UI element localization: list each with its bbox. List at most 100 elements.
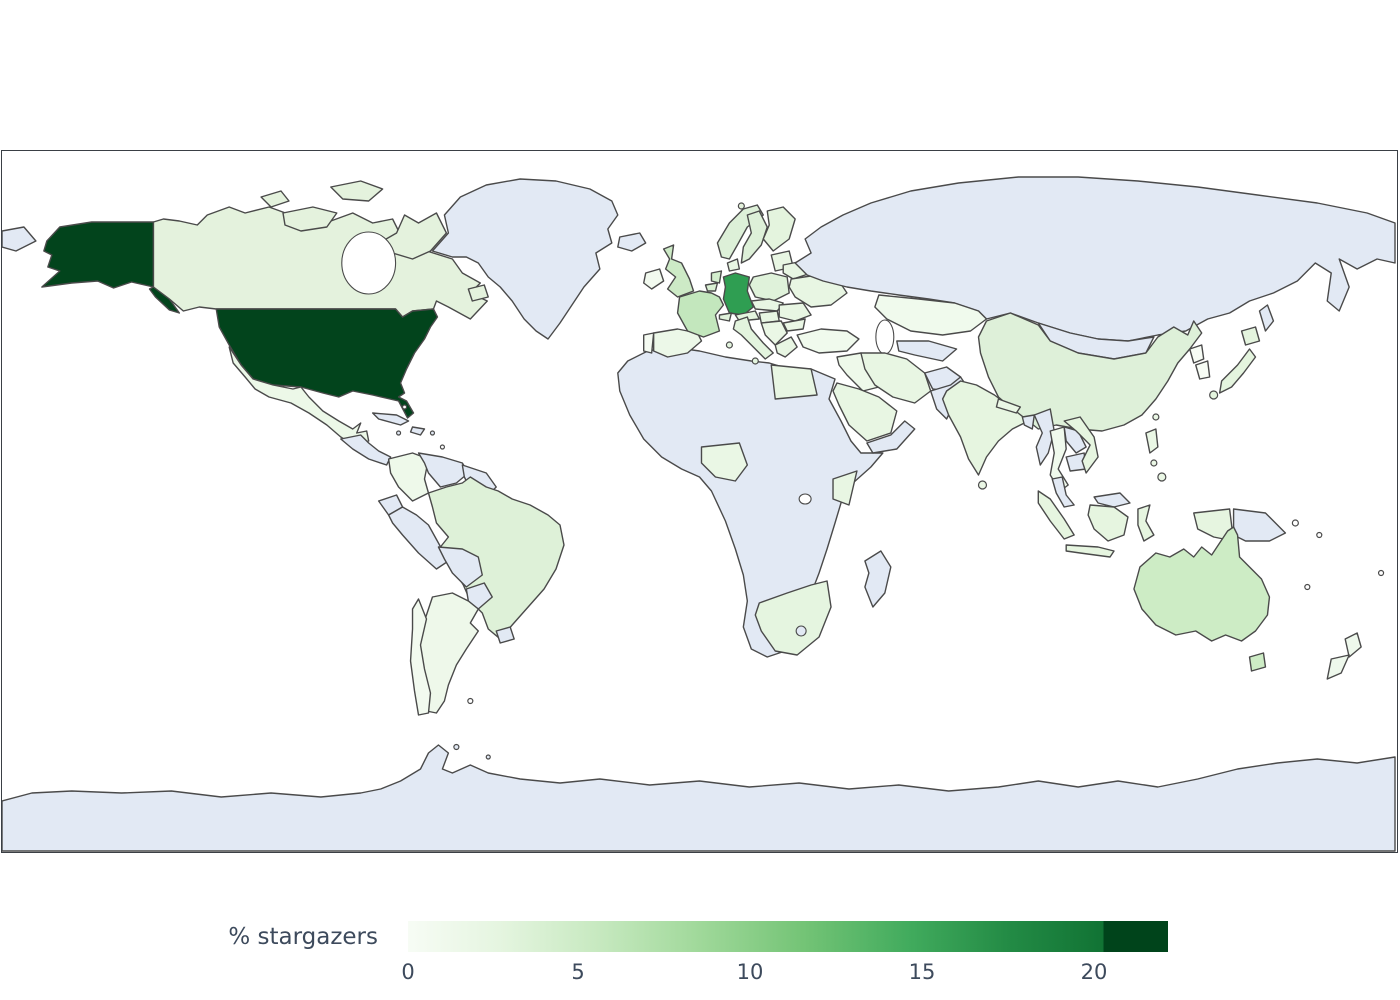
country-indonesia-kalimantan bbox=[1087, 504, 1129, 542]
colorbar-tick-15: 15 bbox=[908, 960, 936, 984]
country-united-kingdom bbox=[662, 244, 695, 298]
island-jamaica bbox=[395, 430, 402, 436]
country-portugal bbox=[643, 332, 655, 354]
country-malaysia-borneo bbox=[1093, 492, 1131, 508]
island-fiji bbox=[1377, 569, 1385, 577]
country-south-africa bbox=[754, 580, 832, 656]
country-iceland bbox=[617, 232, 647, 252]
country-new-zealand-south bbox=[1326, 654, 1350, 680]
country-germany bbox=[722, 272, 755, 316]
country-lesotho bbox=[795, 625, 807, 637]
island-south-orkney bbox=[485, 754, 491, 760]
country-finland bbox=[762, 206, 796, 252]
country-belgium bbox=[704, 282, 719, 292]
europe-group bbox=[643, 204, 848, 365]
country-paraguay bbox=[465, 582, 493, 610]
country-central-asia bbox=[896, 340, 958, 362]
country-north-korea bbox=[1189, 344, 1205, 364]
country-switzerland bbox=[718, 312, 733, 322]
island-sicily bbox=[751, 357, 759, 365]
country-australia-tasmania bbox=[1248, 652, 1267, 672]
island-puerto-rico bbox=[429, 430, 436, 436]
country-romania bbox=[778, 302, 812, 322]
country-central-america bbox=[340, 434, 392, 466]
hudson-bay bbox=[341, 231, 397, 295]
country-egypt bbox=[770, 364, 818, 400]
country-madagascar bbox=[864, 550, 892, 608]
lake-victoria bbox=[798, 493, 812, 505]
colorbar-tick-10: 10 bbox=[736, 960, 764, 984]
country-philippines-luzon bbox=[1145, 428, 1159, 454]
country-canada-banks-island bbox=[260, 190, 290, 208]
country-oman-yemen bbox=[866, 420, 916, 454]
country-balkans bbox=[760, 320, 788, 346]
country-bulgaria bbox=[782, 318, 806, 332]
country-saudi-arabia bbox=[832, 382, 898, 442]
colorbar-tick-20: 20 bbox=[1080, 960, 1108, 984]
country-denmark bbox=[726, 258, 741, 272]
country-papua-new-guinea bbox=[1232, 508, 1287, 542]
country-malaysia-peninsula bbox=[1051, 476, 1075, 508]
country-italy bbox=[732, 316, 774, 360]
country-myanmar bbox=[1033, 408, 1055, 466]
country-chile bbox=[409, 598, 432, 716]
country-turkey bbox=[796, 328, 860, 354]
country-bolivia bbox=[437, 546, 483, 588]
country-indonesia-java bbox=[1065, 544, 1115, 558]
world-map bbox=[2, 176, 1396, 852]
island-sakhalin bbox=[1258, 304, 1275, 332]
country-venezuela bbox=[417, 452, 470, 488]
country-bangladesh bbox=[1021, 414, 1035, 430]
island-antilles bbox=[439, 444, 446, 450]
country-russia-chukotka bbox=[2, 226, 37, 252]
country-philippines-mindanao bbox=[1157, 472, 1167, 482]
country-cuba bbox=[371, 412, 410, 426]
island-bahamas bbox=[401, 404, 408, 410]
country-canada-victoria-island bbox=[282, 206, 338, 232]
world-map-frame bbox=[1, 150, 1398, 853]
colorbar-gradient bbox=[408, 921, 1168, 952]
country-australia bbox=[1133, 526, 1271, 642]
country-japan-hokkaido bbox=[1240, 326, 1261, 346]
country-taiwan bbox=[1152, 413, 1160, 421]
island-svalbard bbox=[737, 202, 745, 210]
country-netherlands bbox=[710, 270, 723, 284]
colorbar-tick-0: 0 bbox=[401, 960, 415, 984]
island-south-shetland bbox=[453, 743, 460, 751]
africa-group bbox=[617, 346, 892, 658]
country-spain bbox=[652, 328, 703, 358]
country-greenland bbox=[431, 178, 619, 340]
asia-group bbox=[2, 176, 1396, 558]
colorbar-tick-5: 5 bbox=[571, 960, 585, 984]
island-sardinia bbox=[725, 341, 733, 349]
country-united-states bbox=[215, 308, 439, 419]
island-falklands bbox=[467, 697, 474, 705]
country-uruguay bbox=[495, 626, 515, 644]
country-greece bbox=[774, 336, 798, 358]
caspian-sea bbox=[875, 319, 895, 355]
country-nepal bbox=[995, 398, 1022, 414]
country-iran bbox=[860, 352, 932, 404]
colorbar-label: % stargazers bbox=[228, 924, 378, 950]
country-nigeria bbox=[700, 442, 749, 482]
country-antarctica bbox=[2, 744, 1396, 852]
country-canada-baffin bbox=[381, 212, 448, 260]
country-sweden bbox=[740, 210, 768, 264]
south-america-group bbox=[377, 452, 565, 716]
country-kazakhstan bbox=[874, 294, 988, 336]
country-czech-slovakia bbox=[750, 298, 784, 312]
country-japan-honshu bbox=[1218, 348, 1257, 394]
country-south-korea bbox=[1195, 360, 1211, 380]
country-france bbox=[676, 290, 725, 338]
country-canada-ellesmere bbox=[330, 180, 384, 202]
country-indonesia-sulawesi bbox=[1137, 504, 1155, 542]
country-mexico bbox=[228, 346, 370, 446]
country-vietnam bbox=[1063, 416, 1099, 474]
oceania-group bbox=[1133, 526, 1385, 680]
country-philippines-visayas bbox=[1150, 459, 1158, 467]
country-new-zealand-north bbox=[1344, 632, 1362, 658]
country-hispaniola bbox=[409, 426, 426, 436]
country-canada-newfoundland bbox=[467, 284, 489, 302]
country-japan-kyushu bbox=[1209, 390, 1219, 400]
country-indonesia-sumatra bbox=[1037, 490, 1075, 540]
